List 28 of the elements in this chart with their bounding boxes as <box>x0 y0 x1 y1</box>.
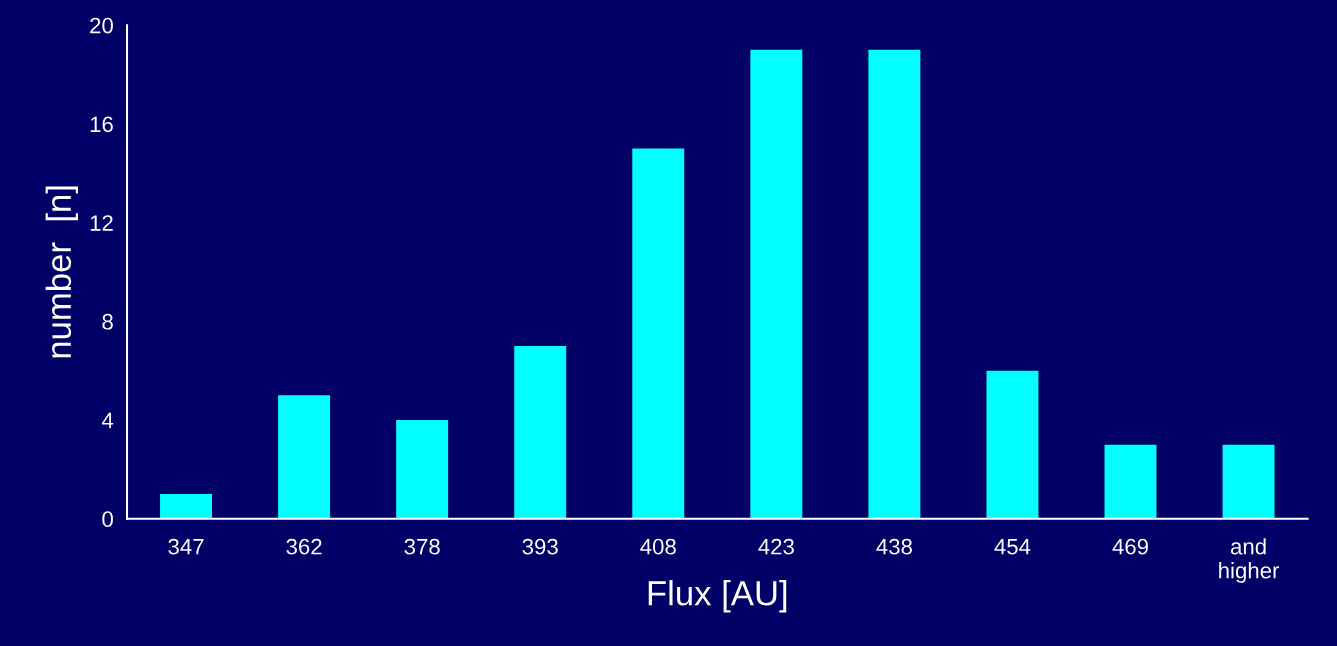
x-tick-label: 423 <box>758 538 794 555</box>
y-axis-title: number [n] <box>45 186 78 358</box>
x-tick-label: 378 <box>404 538 440 555</box>
bar <box>278 395 331 519</box>
y-tick-label: 4 <box>101 412 114 429</box>
y-tick-label: 20 <box>90 17 113 34</box>
x-tick-label: and higher <box>1219 538 1280 583</box>
x-axis-title: Flux [AU] <box>648 580 787 613</box>
x-tick-label: 438 <box>876 538 912 555</box>
bar <box>868 49 921 519</box>
x-tick-label: 347 <box>168 538 204 555</box>
bar <box>514 346 567 519</box>
y-tick-label: 0 <box>102 511 113 528</box>
x-tick-label: 469 <box>1112 538 1148 555</box>
x-tick-label: 362 <box>286 538 322 555</box>
bar <box>632 148 685 519</box>
bar <box>986 370 1039 519</box>
bar <box>1222 444 1275 519</box>
x-tick-label: 393 <box>522 538 558 555</box>
y-tick-label: 16 <box>90 116 113 133</box>
bar <box>396 420 449 519</box>
bar <box>750 49 803 519</box>
y-tick-label: 12 <box>90 215 113 231</box>
x-tick-label: 408 <box>640 538 676 555</box>
bar <box>160 494 213 519</box>
y-tick-label: 8 <box>102 313 113 330</box>
x-tick-label: 454 <box>994 539 1031 555</box>
bar <box>1104 444 1157 519</box>
